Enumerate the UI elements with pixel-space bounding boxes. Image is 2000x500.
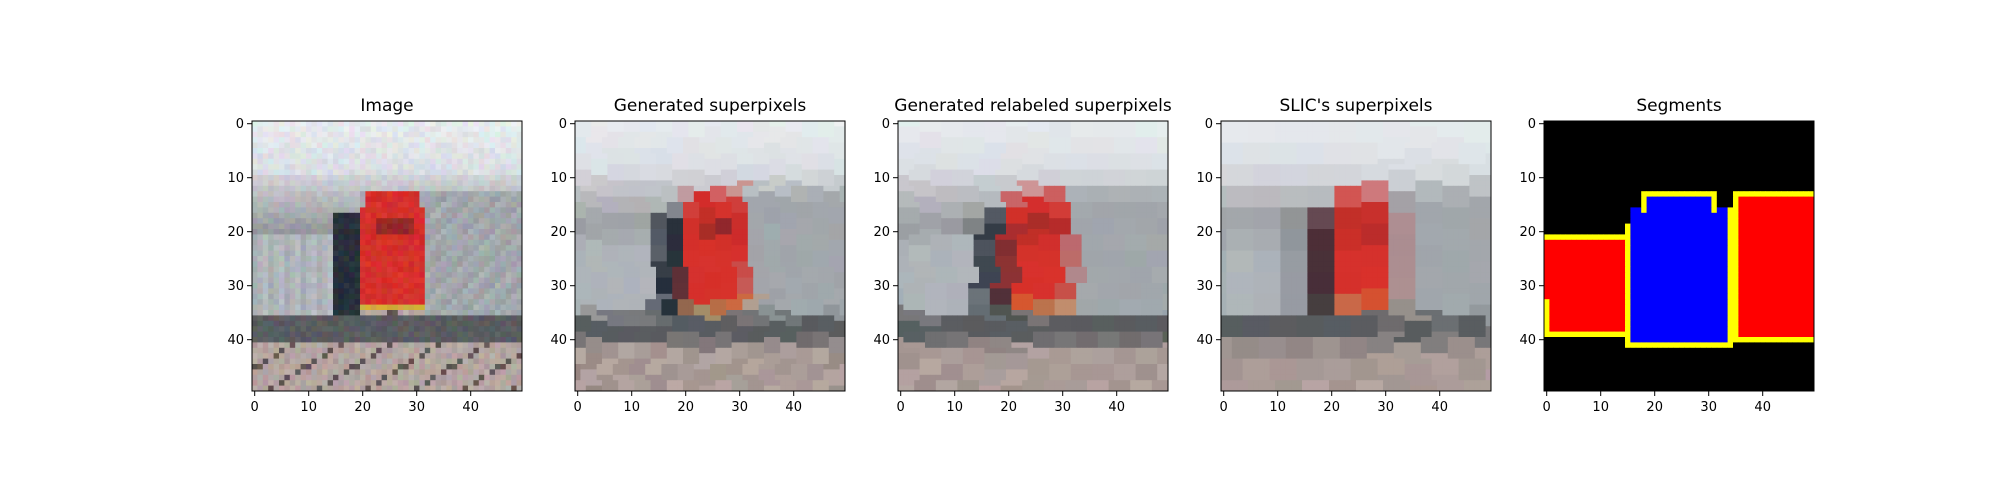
x-tick-label: 30 bbox=[1054, 400, 1071, 415]
x-tick-label: 10 bbox=[1269, 400, 1286, 415]
axes-frame bbox=[251, 120, 523, 392]
x-tick-label: 20 bbox=[677, 400, 694, 415]
relabeled-image bbox=[898, 121, 1169, 392]
y-tick-label: 10 bbox=[550, 171, 567, 186]
segments-image bbox=[1544, 121, 1815, 392]
y-tick-label: 40 bbox=[227, 333, 244, 348]
x-tick-label: 20 bbox=[1000, 400, 1017, 415]
panel-4: SLIC's superpixels 0 10 20 30 40 0 10 20 30 40 bbox=[1196, 96, 1492, 415]
y-tick-label: 30 bbox=[227, 279, 244, 294]
panel-1: Image 0 10 20 30 40 0 10 20 30 40 bbox=[227, 96, 523, 415]
panel-5: Segments 0 10 20 30 40 0 10 20 30 40 bbox=[1519, 96, 1815, 415]
x-tick-label: 20 bbox=[1646, 400, 1663, 415]
x-tick-label: 30 bbox=[408, 400, 425, 415]
axes-frame bbox=[897, 120, 1169, 392]
y-tick-label: 40 bbox=[873, 333, 890, 348]
panel-2: Generated superpixels 0 10 20 30 40 0 10 20 30 40 bbox=[550, 96, 846, 415]
y-tick-label: 30 bbox=[873, 279, 890, 294]
panel-title: Image bbox=[360, 96, 413, 116]
y-tick-label: 20 bbox=[227, 225, 244, 240]
y-tick-label: 30 bbox=[1519, 279, 1536, 294]
y-tick-label: 0 bbox=[1528, 117, 1536, 132]
x-tick-label: 40 bbox=[1431, 400, 1448, 415]
y-tick-label: 40 bbox=[1196, 333, 1213, 348]
x-tick-label: 20 bbox=[354, 400, 371, 415]
y-tick-label: 0 bbox=[1205, 117, 1213, 132]
x-tick-label: 0 bbox=[1543, 400, 1551, 415]
y-tick-label: 40 bbox=[1519, 333, 1536, 348]
y-tick-label: 20 bbox=[1196, 225, 1213, 240]
y-tick-label: 10 bbox=[873, 171, 890, 186]
y-tick-label: 0 bbox=[882, 117, 890, 132]
y-tick-label: 10 bbox=[227, 171, 244, 186]
axes-frame bbox=[1543, 120, 1815, 392]
x-tick-label: 10 bbox=[946, 400, 963, 415]
x-tick-label: 30 bbox=[1700, 400, 1717, 415]
y-tick-label: 30 bbox=[1196, 279, 1213, 294]
y-tick-label: 20 bbox=[1519, 225, 1536, 240]
axes-frame bbox=[1220, 120, 1492, 392]
axes-frame bbox=[574, 120, 846, 392]
y-tick-label: 20 bbox=[873, 225, 890, 240]
x-tick-label: 30 bbox=[731, 400, 748, 415]
y-tick-label: 0 bbox=[559, 117, 567, 132]
y-tick-label: 30 bbox=[550, 279, 567, 294]
x-tick-label: 0 bbox=[251, 400, 259, 415]
x-tick-label: 40 bbox=[785, 400, 802, 415]
x-tick-label: 0 bbox=[574, 400, 582, 415]
panel-title: Generated superpixels bbox=[614, 96, 807, 116]
y-tick-label: 40 bbox=[550, 333, 567, 348]
panel-title: Segments bbox=[1636, 96, 1722, 116]
image-image bbox=[252, 121, 523, 392]
x-tick-label: 10 bbox=[1592, 400, 1609, 415]
x-tick-label: 40 bbox=[462, 400, 479, 415]
y-tick-label: 20 bbox=[550, 225, 567, 240]
x-tick-label: 10 bbox=[300, 400, 317, 415]
x-tick-label: 0 bbox=[897, 400, 905, 415]
x-tick-label: 0 bbox=[1220, 400, 1228, 415]
x-tick-label: 10 bbox=[623, 400, 640, 415]
x-tick-label: 30 bbox=[1377, 400, 1394, 415]
panel-title: SLIC's superpixels bbox=[1279, 96, 1432, 116]
y-tick-label: 10 bbox=[1196, 171, 1213, 186]
slic-image bbox=[1221, 121, 1492, 392]
x-tick-label: 40 bbox=[1754, 400, 1771, 415]
panel-title: Generated relabeled superpixels bbox=[894, 96, 1172, 116]
x-tick-label: 20 bbox=[1323, 400, 1340, 415]
panel-3: Generated relabeled superpixels 0 10 20 30 40… bbox=[873, 96, 1171, 415]
y-tick-label: 0 bbox=[236, 117, 244, 132]
superpixels-image bbox=[575, 121, 846, 392]
x-tick-label: 40 bbox=[1108, 400, 1125, 415]
y-tick-label: 10 bbox=[1519, 171, 1536, 186]
